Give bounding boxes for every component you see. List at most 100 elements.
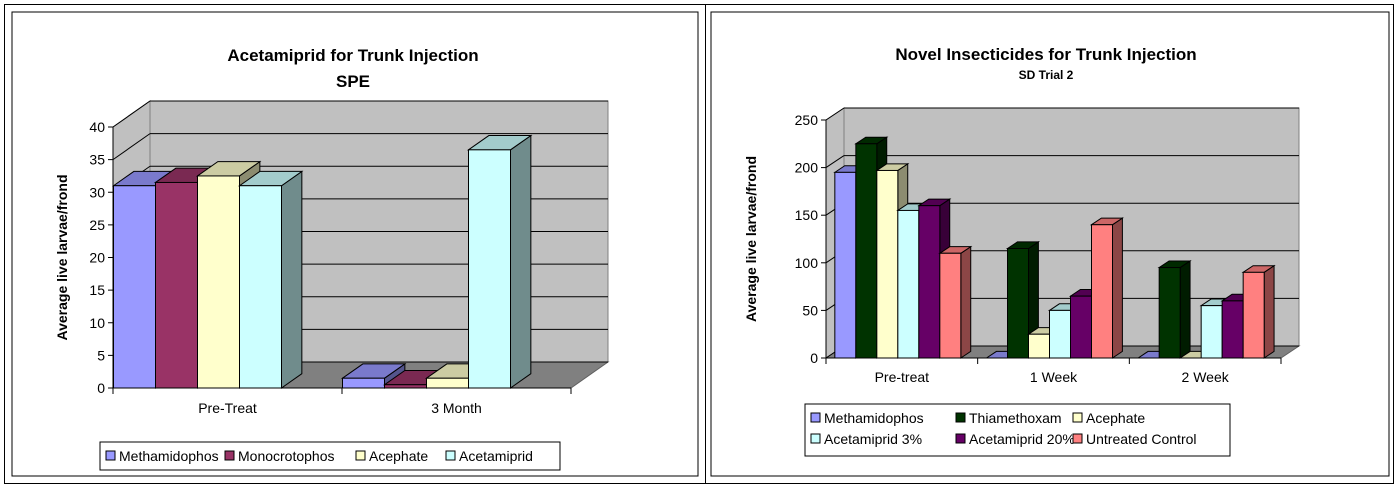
bar-side	[1112, 217, 1123, 359]
legend-label: Thiamethoxam	[969, 410, 1062, 426]
y-axis-label: Average live larvae/frond	[743, 156, 759, 322]
y-tick-label: 150	[795, 207, 819, 223]
bar-untreated-control-2-week	[1241, 264, 1276, 359]
y-tick-label: 20	[89, 250, 105, 266]
x-tick-label: 3 Month	[431, 400, 482, 416]
chart-title: Novel Insecticides for Trunk Injection	[895, 45, 1196, 64]
bar-front	[1049, 309, 1071, 359]
bar-front	[113, 185, 156, 389]
bar-front	[834, 171, 857, 359]
legend-swatch	[810, 433, 821, 444]
legend-item-untreated-control: Untreated Control	[1072, 431, 1197, 447]
y-tick-label: 25	[89, 217, 105, 233]
bar-front	[1070, 295, 1092, 359]
legend-label: Acetamiprid 3%	[824, 431, 922, 447]
legend-label: Methamidophos	[824, 410, 924, 426]
legend-label: Acetamiprid 20%	[969, 431, 1075, 447]
legend-item-acephate: Acephate	[355, 448, 428, 464]
bar-front	[855, 143, 878, 359]
legend-swatch	[810, 412, 821, 423]
bar-side	[1263, 264, 1275, 359]
bar-front	[1007, 248, 1029, 359]
y-tick-label: 50	[802, 302, 818, 318]
chart-acetamiprid-spe: Acetamiprid for Trunk Injection SPE 0 5 10 15…	[11, 11, 699, 477]
legend-swatch	[224, 450, 235, 461]
legend-item-acetamiprid-20: Acetamiprid 20%	[955, 431, 1075, 447]
y-tick-label: 0	[810, 350, 818, 366]
y-tick-label: 40	[89, 119, 105, 135]
bar-front	[468, 149, 511, 389]
y-axis-label: Average live larvae/frond	[54, 174, 70, 340]
y-tick-label: 15	[89, 282, 105, 298]
bar-front	[342, 377, 385, 389]
bar-front	[1242, 271, 1265, 359]
legend-label: Acephate	[1086, 410, 1145, 426]
chart-subtitle: SPE	[336, 72, 370, 91]
x-tick-label: Pre-treat	[875, 369, 930, 385]
gridline-side	[112, 100, 151, 128]
bar-side	[1179, 260, 1191, 359]
y-tick-label: 10	[89, 315, 105, 331]
legend-label: Monocrotophos	[238, 448, 335, 464]
x-tick-label: 2 Week	[1182, 369, 1230, 385]
bar-acetamiprid-3-month	[466, 134, 533, 389]
gridline-side	[825, 155, 845, 169]
legend-label: Methamidophos	[119, 448, 219, 464]
bar-front	[897, 209, 920, 359]
legend-label: Acetamiprid	[459, 448, 533, 464]
bar-front	[239, 185, 282, 389]
bar-front	[1091, 224, 1113, 359]
bar-side	[510, 134, 532, 389]
legend-label: Acephate	[369, 448, 428, 464]
gridline-side	[825, 107, 845, 121]
bar-front	[1028, 333, 1050, 359]
bar-front	[197, 175, 240, 389]
legend-swatch	[1072, 412, 1083, 423]
bar-front	[918, 205, 941, 359]
bar-thiamethoxam-2-week	[1157, 260, 1192, 359]
y-tick-label: 5	[97, 347, 105, 363]
y-tick-label: 30	[89, 184, 105, 200]
chart-subtitle: SD Trial 2	[1019, 68, 1074, 82]
bar-front	[1200, 305, 1223, 359]
legend: Methamidophos Monocrotophos Acephate Acetam…	[99, 441, 561, 471]
bar-untreated-control-1-week	[1089, 217, 1125, 359]
legend-item-thiamethoxam: Thiamethoxam	[955, 410, 1062, 426]
bar-front	[876, 169, 899, 359]
x-tick-label: 1 Week	[1030, 369, 1078, 385]
legend-swatch	[955, 433, 966, 444]
bar-front	[1158, 267, 1181, 359]
legend-swatch	[105, 450, 116, 461]
gridline-side	[112, 133, 151, 161]
left-chart-cell: Acetamiprid for Trunk Injection SPE 0 5 10 15…	[4, 4, 706, 484]
legend-swatch	[355, 450, 366, 461]
legend-item-acetamiprid-3: Acetamiprid 3%	[810, 431, 922, 447]
right-chart-cell: Novel Insecticides for Trunk Injection SD…	[705, 4, 1394, 484]
chart-novel-insecticides: Novel Insecticides for Trunk Injection SD…	[710, 11, 1390, 477]
y-tick-label: 100	[795, 255, 819, 271]
legend-label: Untreated Control	[1086, 431, 1197, 447]
legend-item-monocrotophos: Monocrotophos	[224, 448, 335, 464]
x-tick-label: Pre-Treat	[198, 400, 257, 416]
bar-side	[281, 170, 303, 389]
bar-front	[1221, 300, 1244, 359]
bar-front	[426, 377, 469, 389]
bar-acetamiprid-pre-treat	[237, 170, 304, 389]
legend-item-acephate: Acephate	[1072, 410, 1145, 426]
bar-side	[960, 245, 972, 359]
legend-swatch	[1072, 433, 1083, 444]
y-tick-label: 200	[795, 160, 819, 176]
legend-item-acetamiprid: Acetamiprid	[445, 448, 533, 464]
bar-front	[155, 181, 198, 389]
legend-box	[804, 403, 1231, 457]
legend-swatch	[445, 450, 456, 461]
y-tick-label: 0	[97, 380, 105, 396]
legend-item-methamidophos: Methamidophos	[810, 410, 924, 426]
legend-swatch	[955, 412, 966, 423]
chart-title: Acetamiprid for Trunk Injection	[227, 46, 478, 65]
legend-box	[99, 441, 561, 471]
bar-front	[384, 384, 427, 389]
legend-item-methamidophos: Methamidophos	[105, 448, 219, 464]
y-tick-label: 250	[795, 112, 819, 128]
y-tick-label: 35	[89, 152, 105, 168]
